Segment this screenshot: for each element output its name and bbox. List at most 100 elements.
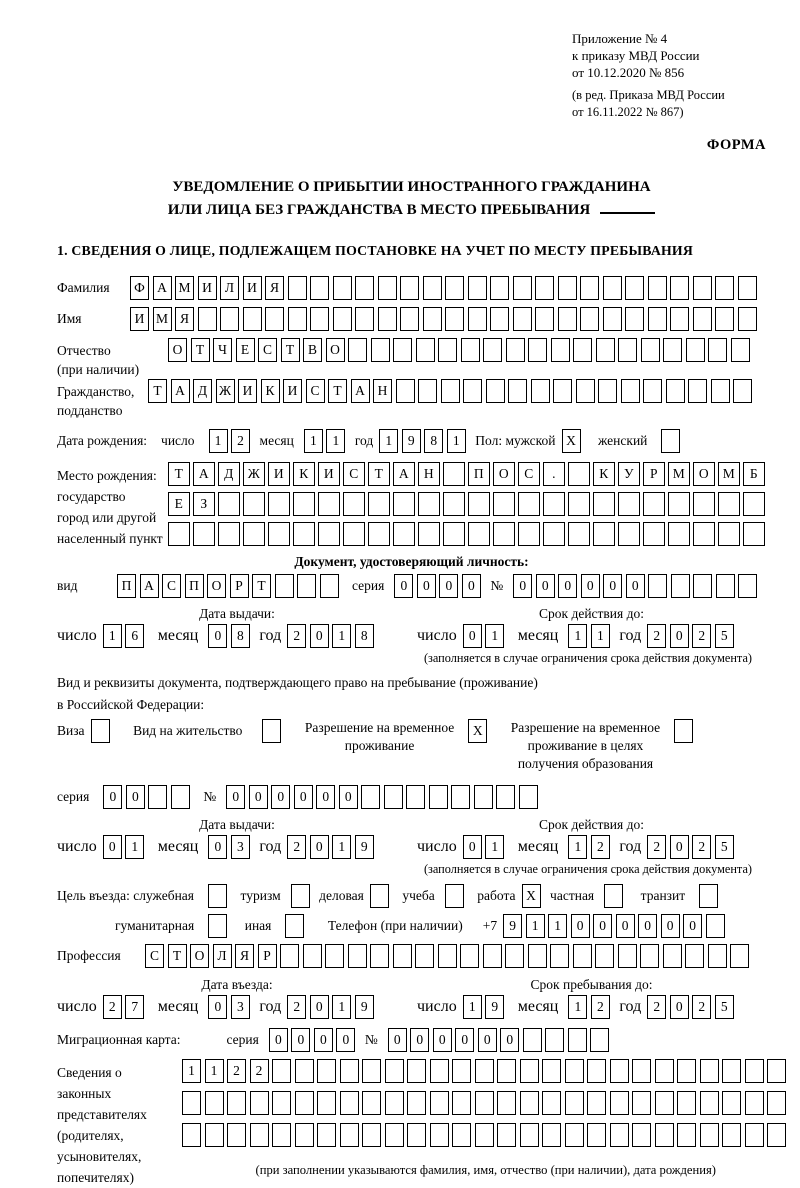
box-cell[interactable] xyxy=(444,884,464,908)
box-cell[interactable] xyxy=(90,719,110,743)
box-cell[interactable] xyxy=(460,338,480,362)
box-cell[interactable] xyxy=(519,1091,539,1115)
box-cell[interactable] xyxy=(437,944,457,968)
box-cell[interactable] xyxy=(293,522,315,546)
box-cell[interactable] xyxy=(598,379,617,403)
box-cell[interactable] xyxy=(643,379,662,403)
box-cell[interactable]: 2 xyxy=(590,995,610,1019)
box-cell[interactable] xyxy=(632,1091,651,1115)
box-cell[interactable] xyxy=(422,276,442,300)
box-cell[interactable] xyxy=(452,1123,471,1147)
box-cell[interactable] xyxy=(580,276,599,300)
box-cell[interactable]: А xyxy=(152,276,172,300)
box-cell[interactable] xyxy=(580,307,599,331)
box-cell[interactable]: 3 xyxy=(230,835,250,859)
box-cell[interactable]: 0 xyxy=(226,785,246,809)
box-cell[interactable] xyxy=(693,522,715,546)
box-cell[interactable]: 0 xyxy=(455,1028,475,1052)
box-cell[interactable]: 2 xyxy=(692,995,712,1019)
box-cell[interactable] xyxy=(519,1059,539,1083)
box-cell[interactable] xyxy=(170,785,190,809)
box-cell[interactable] xyxy=(542,1123,561,1147)
box-cell[interactable] xyxy=(243,522,265,546)
box-cell[interactable]: 0 xyxy=(660,914,680,938)
box-cell[interactable] xyxy=(395,379,415,403)
box-cell[interactable] xyxy=(522,1028,542,1052)
box-cell[interactable] xyxy=(693,492,715,516)
box-cell[interactable] xyxy=(362,1123,381,1147)
box-cell[interactable]: О xyxy=(190,944,209,968)
box-cell[interactable] xyxy=(744,1123,764,1147)
box-cell[interactable]: 2 xyxy=(692,835,712,859)
box-cell[interactable]: Л xyxy=(220,276,239,300)
box-cell[interactable]: 0 xyxy=(291,1028,311,1052)
box-cell[interactable] xyxy=(332,276,352,300)
box-cell[interactable] xyxy=(668,492,690,516)
box-cell[interactable]: X xyxy=(561,429,581,453)
box-cell[interactable] xyxy=(384,1091,404,1115)
box-cell[interactable] xyxy=(268,522,290,546)
box-cell[interactable]: С xyxy=(518,462,540,486)
box-cell[interactable]: 0 xyxy=(669,995,689,1019)
box-cell[interactable] xyxy=(670,574,690,598)
box-cell[interactable]: . xyxy=(543,462,565,486)
box-cell[interactable] xyxy=(463,379,482,403)
box-cell[interactable] xyxy=(339,1123,359,1147)
box-cell[interactable]: 0 xyxy=(208,995,228,1019)
box-cell[interactable] xyxy=(699,1059,719,1083)
box-cell[interactable] xyxy=(317,1059,336,1083)
box-cell[interactable] xyxy=(249,1091,269,1115)
box-cell[interactable] xyxy=(575,379,595,403)
box-cell[interactable]: 0 xyxy=(593,914,613,938)
box-cell[interactable] xyxy=(654,1123,674,1147)
box-cell[interactable] xyxy=(715,574,735,598)
box-cell[interactable] xyxy=(519,1123,539,1147)
box-cell[interactable] xyxy=(443,492,465,516)
box-cell[interactable] xyxy=(609,1059,629,1083)
box-cell[interactable]: 0 xyxy=(316,785,336,809)
box-cell[interactable] xyxy=(564,1123,584,1147)
box-cell[interactable]: 9 xyxy=(401,429,421,453)
box-cell[interactable] xyxy=(677,1091,696,1115)
box-cell[interactable]: П xyxy=(468,462,490,486)
box-cell[interactable] xyxy=(294,1059,314,1083)
box-cell[interactable]: 0 xyxy=(394,574,414,598)
box-cell[interactable] xyxy=(512,307,532,331)
box-cell[interactable] xyxy=(604,884,624,908)
box-cell[interactable]: 5 xyxy=(714,835,734,859)
box-cell[interactable] xyxy=(665,379,685,403)
box-cell[interactable] xyxy=(744,1091,764,1115)
box-cell[interactable]: 9 xyxy=(503,914,523,938)
box-cell[interactable]: 9 xyxy=(354,995,374,1019)
box-cell[interactable]: 1 xyxy=(326,429,346,453)
box-cell[interactable]: Т xyxy=(280,338,300,362)
box-cell[interactable]: Т xyxy=(190,338,210,362)
box-cell[interactable] xyxy=(272,1059,291,1083)
box-cell[interactable] xyxy=(473,785,493,809)
box-cell[interactable] xyxy=(272,1123,291,1147)
box-cell[interactable]: 1 xyxy=(204,1059,224,1083)
box-cell[interactable] xyxy=(377,276,397,300)
box-cell[interactable] xyxy=(407,1123,426,1147)
box-cell[interactable] xyxy=(699,884,719,908)
box-cell[interactable] xyxy=(718,522,740,546)
box-cell[interactable] xyxy=(443,462,465,486)
box-cell[interactable] xyxy=(290,884,310,908)
box-cell[interactable]: 1 xyxy=(102,624,122,648)
box-cell[interactable] xyxy=(674,719,694,743)
box-cell[interactable] xyxy=(474,1123,494,1147)
box-cell[interactable]: Р xyxy=(229,574,249,598)
box-cell[interactable]: 0 xyxy=(293,785,313,809)
box-cell[interactable]: 1 xyxy=(590,624,610,648)
box-cell[interactable] xyxy=(564,1059,584,1083)
box-cell[interactable] xyxy=(497,1091,516,1115)
box-cell[interactable] xyxy=(557,276,577,300)
box-cell[interactable]: О xyxy=(207,574,226,598)
box-cell[interactable] xyxy=(647,307,667,331)
box-cell[interactable]: 0 xyxy=(638,914,658,938)
